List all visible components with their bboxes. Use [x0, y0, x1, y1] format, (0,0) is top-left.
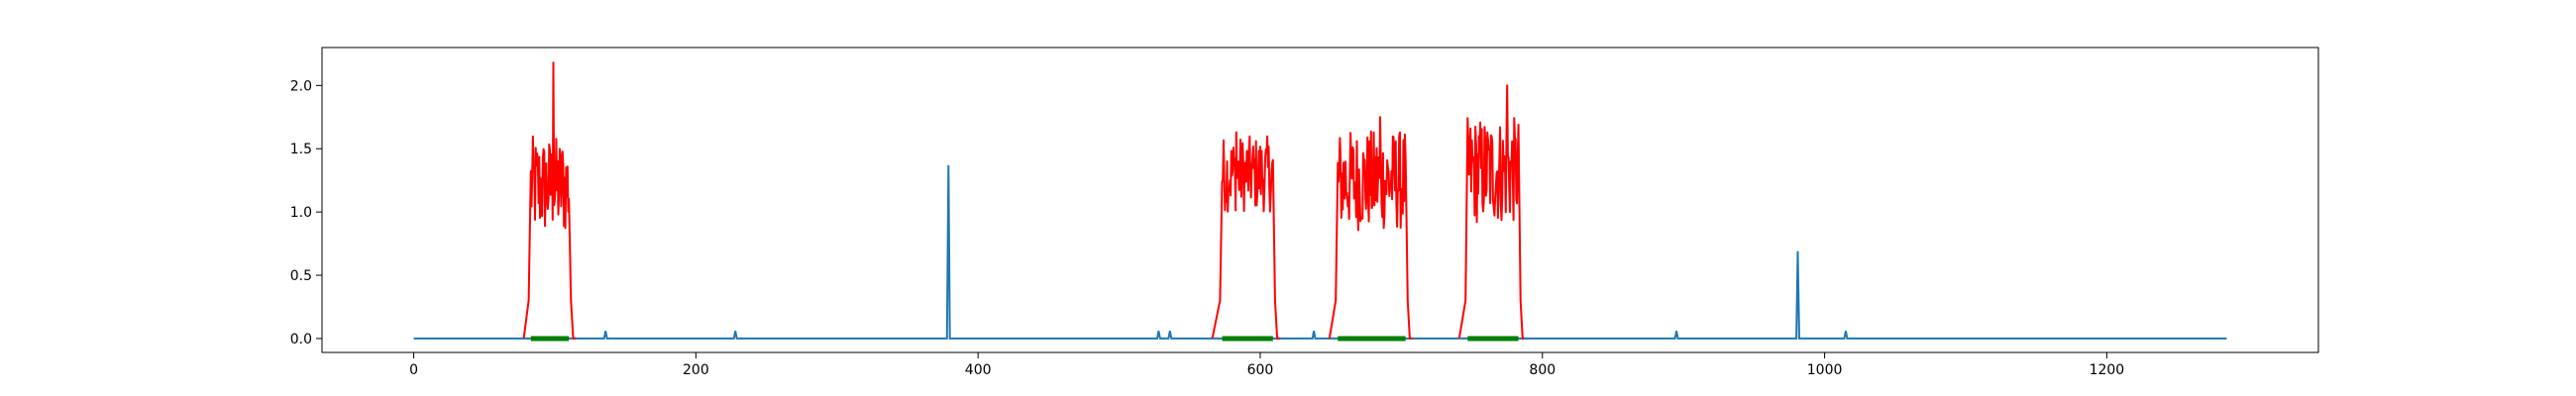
series-red-segment	[522, 61, 577, 340]
x-tick-label: 800	[1529, 362, 1556, 378]
x-tick-label: 200	[683, 362, 709, 378]
x-tick-label: 1200	[2090, 362, 2125, 378]
series-red-segment	[1328, 116, 1413, 340]
x-tick-label: 600	[1247, 362, 1274, 378]
y-tick-label: 1.0	[290, 205, 312, 221]
x-axis: 0 200 400 600 800 1000 1200	[409, 352, 2124, 378]
y-axis: 0.0 0.5 1.0 1.5 2.0	[290, 78, 322, 347]
y-tick-label: 0.5	[290, 268, 312, 284]
plot-background	[322, 48, 2318, 352]
series-red-segment	[1457, 84, 1525, 340]
x-tick-label: 1000	[1807, 362, 1843, 378]
series-layer	[413, 61, 2227, 342]
x-tick-label: 400	[965, 362, 992, 378]
plot-frame	[321, 47, 2319, 353]
series-blue-line	[413, 164, 2227, 340]
series-red-segment	[1211, 131, 1280, 340]
x-tick-label: 0	[409, 362, 418, 378]
y-tick-label: 0.0	[290, 332, 312, 347]
y-tick-label: 1.5	[290, 142, 312, 157]
y-tick-label: 2.0	[290, 78, 312, 94]
